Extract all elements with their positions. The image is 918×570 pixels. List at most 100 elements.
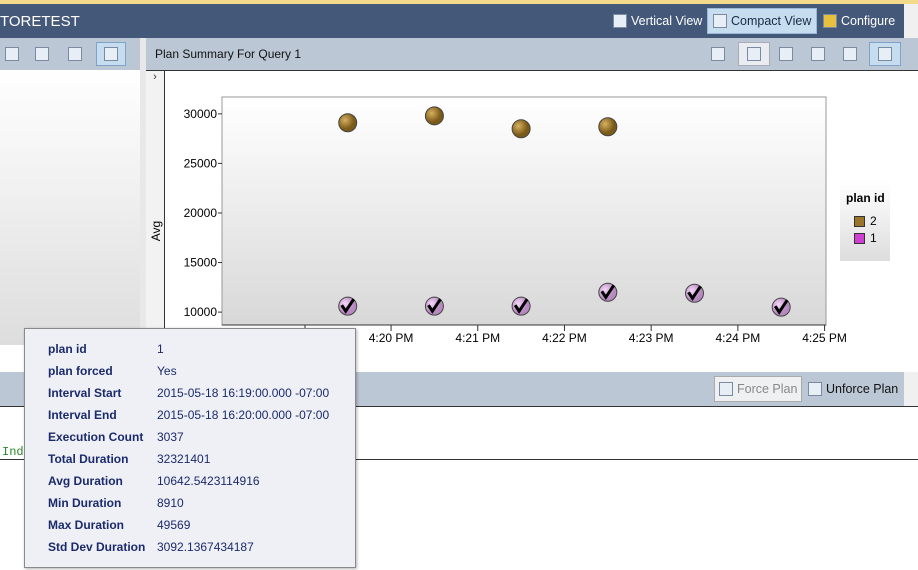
tooltip-label: Std Dev Duration <box>48 540 146 554</box>
forced-check-icon <box>513 298 529 314</box>
tooltip-label: Avg Duration <box>48 474 123 488</box>
x-tick-label: 4:24 PM <box>716 331 761 345</box>
tooltip-row: Min Duration 8910 <box>48 496 184 510</box>
legend-label: 1 <box>870 231 877 245</box>
data-point-plan-2 <box>424 106 444 126</box>
data-point-plan-2 <box>338 113 358 133</box>
unforce-plan-label: Unforce Plan <box>826 382 899 396</box>
y-tick-label: 30000 <box>184 107 218 121</box>
forced-check-icon <box>773 299 789 315</box>
forced-check-icon <box>687 285 702 301</box>
configure-button[interactable]: Configure <box>818 8 900 34</box>
unforce-plan-button[interactable]: Unforce Plan <box>804 376 902 402</box>
tooltip-value: 32321401 <box>157 452 211 466</box>
toolbar-overflow-button[interactable] <box>904 372 918 406</box>
force-plan-icon <box>719 382 733 396</box>
legend-title: plan id <box>846 191 885 205</box>
compare-plans-icon <box>811 47 825 61</box>
tooltip-label: Interval End <box>48 408 117 422</box>
tooltip-row: Execution Count 3037 <box>48 430 184 444</box>
data-point-tooltip: plan id 1 plan forced Yes Interval Start 2015… <box>24 328 356 568</box>
y-tick-label: 10000 <box>184 305 218 319</box>
force-plan-icon <box>747 47 761 61</box>
tooltip-value: 8910 <box>157 496 184 510</box>
window-top-border <box>0 0 918 4</box>
y-tick-label: 20000 <box>184 206 218 220</box>
plan-summary-title: Plan Summary For Query 1 <box>155 47 302 61</box>
tooltip-value: 2015-05-18 16:19:00.000 -07:00 <box>157 386 330 400</box>
tooltip-value: Yes <box>157 364 177 378</box>
title-bar: TORETEST Vertical View Compact View Conf… <box>0 4 918 38</box>
left-toolbar <box>0 38 140 70</box>
refresh-button[interactable] <box>706 42 730 66</box>
left-pane <box>0 70 140 345</box>
tooltip-row: Total Duration 32321401 <box>48 452 210 466</box>
table-icon <box>68 47 82 61</box>
tooltip-row: Avg Duration 10642.5423114916 <box>48 474 260 488</box>
data-point-plan-2 <box>598 117 618 137</box>
tooltip-label: Max Duration <box>48 518 125 532</box>
query-text: Ind <box>2 445 24 459</box>
grid-icon <box>35 47 49 61</box>
plan-summary-toolbar: Plan Summary For Query 1 <box>146 38 918 70</box>
compare-plans-button[interactable] <box>806 42 830 66</box>
tooltip-row: Interval End 2015-05-18 16:20:00.000 -07:… <box>48 408 329 422</box>
tooltip-row: Max Duration 49569 <box>48 518 190 532</box>
tooltip-row: Interval Start 2015-05-18 16:19:00.000 -0… <box>48 386 329 400</box>
bar-chart-icon <box>104 47 118 61</box>
tooltip-label: plan id <box>48 342 87 356</box>
y-tick-label: 25000 <box>184 156 218 170</box>
compact-view-label: Compact View <box>731 14 812 28</box>
grid-view-button[interactable] <box>838 42 862 66</box>
tooltip-value: 49569 <box>157 518 191 532</box>
grid-view-icon <box>843 47 857 61</box>
tooltip-row: Std Dev Duration 3092.1367434187 <box>48 540 254 554</box>
unforce-plan-tool-button[interactable] <box>774 42 798 66</box>
configure-label: Configure <box>841 14 896 28</box>
vertical-view-button[interactable]: Vertical View <box>608 8 707 34</box>
compact-view-icon <box>713 14 727 28</box>
legend-swatch <box>854 232 865 244</box>
legend-label: 2 <box>870 214 877 228</box>
tooltip-value: 2015-05-18 16:20:00.000 -07:00 <box>157 408 330 422</box>
gear-icon <box>823 14 837 28</box>
compact-view-button[interactable]: Compact View <box>707 8 818 34</box>
unforce-plan-icon <box>808 382 822 396</box>
legend-item-plan-1[interactable]: 1 <box>854 231 877 245</box>
left-tool-chart[interactable] <box>96 42 126 66</box>
y-tick-label: 15000 <box>184 256 218 270</box>
tooltip-label: Interval Start <box>48 386 122 400</box>
legend-swatch <box>854 215 865 227</box>
chart-pane: › Avg 10000 15000 20000 25000 30000 4:20 PM 4:2… <box>146 70 918 371</box>
x-tick-label: 4:25 PM <box>802 331 847 345</box>
left-tool-1[interactable] <box>0 42 24 66</box>
window-title: TORETEST <box>0 13 80 30</box>
tooltip-label: Execution Count <box>48 430 144 444</box>
forced-check-icon <box>600 284 616 300</box>
left-tool-3[interactable] <box>63 42 87 66</box>
data-point-plan-2 <box>511 119 531 139</box>
tooltip-label: Total Duration <box>48 452 129 466</box>
tooltip-row: plan forced Yes <box>48 364 177 378</box>
plan-summary-chart: Avg 10000 15000 20000 25000 30000 4:20 PM 4:21 … <box>149 96 847 345</box>
force-plan-label: Force Plan <box>737 382 798 396</box>
report-icon <box>5 47 19 61</box>
force-plan-button[interactable]: Force Plan <box>714 376 803 402</box>
legend-item-plan-2[interactable]: 2 <box>854 214 877 228</box>
forced-check-icon <box>427 298 442 314</box>
chart-view-button[interactable] <box>869 42 901 66</box>
collapse-button[interactable]: › <box>146 71 165 371</box>
refresh-icon <box>711 47 725 61</box>
pane-splitter[interactable] <box>140 38 146 370</box>
x-tick-label: 4:20 PM <box>369 331 414 345</box>
x-tick-label: 4:21 PM <box>455 331 500 345</box>
x-tick-label: 4:22 PM <box>542 331 587 345</box>
vertical-view-icon <box>613 14 627 28</box>
unforce-plan-icon <box>779 47 793 61</box>
tooltip-label: plan forced <box>48 364 113 378</box>
tooltip-value: 3092.1367434187 <box>157 540 254 554</box>
force-plan-tool-button[interactable] <box>738 42 770 66</box>
left-tool-2[interactable] <box>30 42 54 66</box>
chart-view-icon <box>878 47 892 61</box>
toolbar-overflow-button[interactable] <box>904 4 918 38</box>
